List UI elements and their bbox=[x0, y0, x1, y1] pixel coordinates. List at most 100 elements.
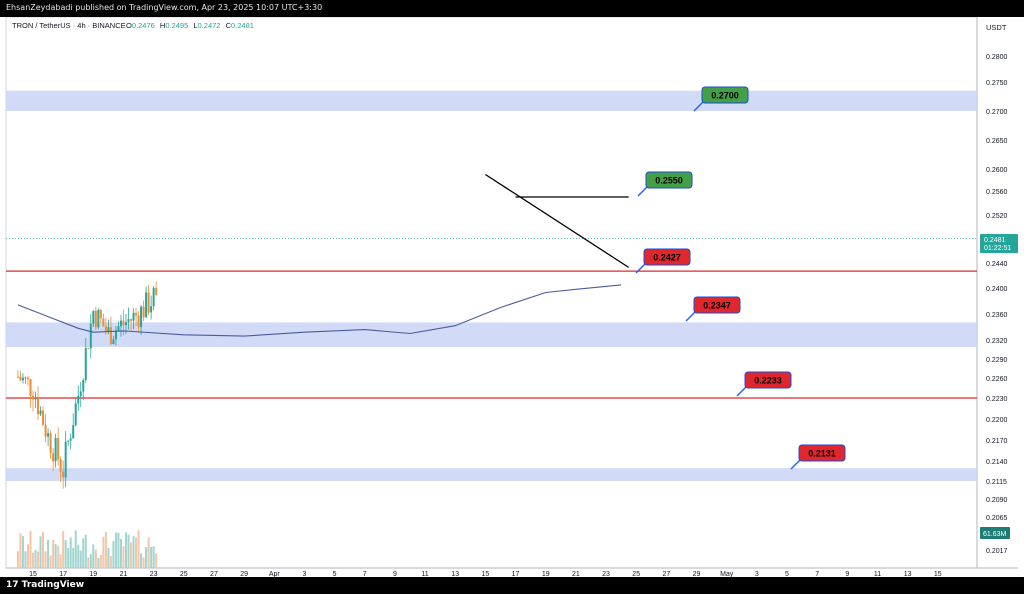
price-level-tag bbox=[744, 371, 792, 389]
candle-body bbox=[107, 327, 110, 332]
volume-badge bbox=[980, 527, 1010, 539]
volume-bar bbox=[79, 550, 82, 568]
time-tick-label: 21 bbox=[572, 571, 580, 577]
candle-body bbox=[64, 441, 67, 478]
candle-body bbox=[16, 376, 19, 378]
candle-body bbox=[72, 425, 75, 439]
chart-frame[interactable]: 0.2700 0.2550 0.2427 0.2347 0.2233 0.2131 0.2… bbox=[0, 16, 1024, 578]
candle-body bbox=[24, 377, 27, 379]
candle-body bbox=[92, 310, 95, 324]
support-resistance-zone bbox=[6, 468, 977, 481]
volume-bar bbox=[155, 553, 158, 568]
time-tick-label: 9 bbox=[393, 571, 397, 577]
volume-bar bbox=[137, 530, 140, 568]
volume-bar bbox=[104, 531, 107, 568]
candle-body bbox=[39, 410, 42, 415]
volume-bar bbox=[127, 534, 130, 568]
time-tick-label: 23 bbox=[602, 571, 610, 577]
candle-body bbox=[49, 433, 52, 454]
time-tick-label: 19 bbox=[89, 571, 97, 577]
volume-bar bbox=[109, 556, 112, 568]
candle-body bbox=[114, 330, 117, 340]
volume-bar bbox=[112, 541, 115, 568]
volume-bar bbox=[99, 554, 102, 568]
high-label: H bbox=[160, 21, 165, 30]
candle-body bbox=[54, 437, 57, 462]
publisher-bar: EhsanZeydabadi published on TradingView.… bbox=[0, 0, 1024, 17]
candle-body bbox=[137, 315, 140, 328]
candle-body bbox=[109, 327, 112, 345]
time-tick-label: 27 bbox=[210, 571, 218, 577]
candle-body bbox=[142, 306, 145, 318]
price-level-label: 0.2700 bbox=[711, 91, 739, 101]
low-value: 0.2472 bbox=[198, 21, 221, 30]
time-tick-label: 3 bbox=[302, 571, 306, 577]
candle-body bbox=[21, 377, 24, 381]
candle-body bbox=[122, 320, 125, 325]
price-chart[interactable]: 0.2700 0.2550 0.2427 0.2347 0.2233 0.2131 0.2… bbox=[0, 16, 1024, 578]
volume-bar bbox=[97, 557, 100, 568]
time-tick-label: 27 bbox=[662, 571, 670, 577]
volume-bar bbox=[102, 536, 105, 568]
volume-bar bbox=[34, 550, 37, 568]
time-tick-label: 15 bbox=[482, 571, 490, 577]
volume-bar bbox=[122, 546, 125, 568]
price-level-label: 0.2131 bbox=[808, 449, 836, 459]
candle-body bbox=[99, 309, 102, 319]
time-tick-label: 7 bbox=[363, 571, 367, 577]
low-label: L bbox=[193, 21, 197, 30]
volume-bar bbox=[32, 552, 34, 568]
time-tick-label: 5 bbox=[785, 571, 789, 577]
volume-bar bbox=[64, 540, 67, 568]
volume-bar bbox=[19, 533, 22, 568]
price-tick-label: 0.2320 bbox=[986, 338, 1008, 345]
open-value: 0.2476 bbox=[132, 21, 155, 30]
time-tick-label: 23 bbox=[150, 571, 158, 577]
volume-bar bbox=[54, 544, 57, 568]
candle-body bbox=[47, 433, 50, 437]
time-tick-label: May bbox=[720, 571, 734, 577]
open-label: O bbox=[126, 21, 132, 30]
high-value: 0.2495 bbox=[165, 21, 188, 30]
volume-bar bbox=[24, 551, 27, 568]
candle-body bbox=[147, 292, 150, 313]
time-tick-label: 13 bbox=[451, 571, 459, 577]
candle-body bbox=[29, 379, 32, 396]
tag-pointer bbox=[685, 310, 697, 322]
volume-bar bbox=[52, 539, 55, 568]
trend-line bbox=[485, 173, 630, 268]
volume-bar bbox=[147, 537, 150, 568]
volume-bar bbox=[82, 538, 85, 568]
price-tick-label: 0.2260 bbox=[986, 376, 1008, 383]
tag-pointer bbox=[790, 458, 802, 470]
support-resistance-zone bbox=[6, 90, 977, 111]
moving-average-line bbox=[17, 284, 622, 337]
tradingview-logo[interactable]: 17 TradingView bbox=[6, 580, 84, 590]
candle-body bbox=[42, 410, 45, 425]
time-tick-label: 7 bbox=[815, 571, 819, 577]
price-tick-label: 0.2400 bbox=[986, 286, 1008, 293]
price-tick-label: 0.2440 bbox=[986, 261, 1008, 268]
volume-bar bbox=[114, 532, 117, 568]
volume-bar bbox=[62, 530, 65, 568]
candle-body bbox=[32, 395, 34, 400]
price-tick-label: 0.2600 bbox=[986, 167, 1008, 174]
candle-body bbox=[132, 312, 135, 321]
price-level-tag bbox=[693, 296, 741, 314]
tag-pointer bbox=[637, 185, 649, 197]
symbol-title[interactable]: TRON / TetherUS · 4h · BINANCE bbox=[12, 21, 126, 30]
volume-bar bbox=[84, 534, 87, 568]
volume-bar bbox=[135, 537, 138, 568]
time-tick-label: 11 bbox=[421, 571, 428, 577]
candle-body bbox=[94, 310, 97, 328]
volume-bar bbox=[119, 539, 122, 568]
price-level-label: 0.2550 bbox=[655, 176, 683, 186]
candle-body bbox=[145, 292, 148, 318]
candle-body bbox=[59, 459, 62, 472]
time-tick-label: 13 bbox=[904, 571, 912, 577]
volume-bar bbox=[44, 551, 47, 568]
candle-body bbox=[57, 437, 60, 460]
volume-bar bbox=[21, 536, 24, 568]
candle-body bbox=[84, 348, 87, 381]
volume-bar bbox=[59, 554, 62, 568]
